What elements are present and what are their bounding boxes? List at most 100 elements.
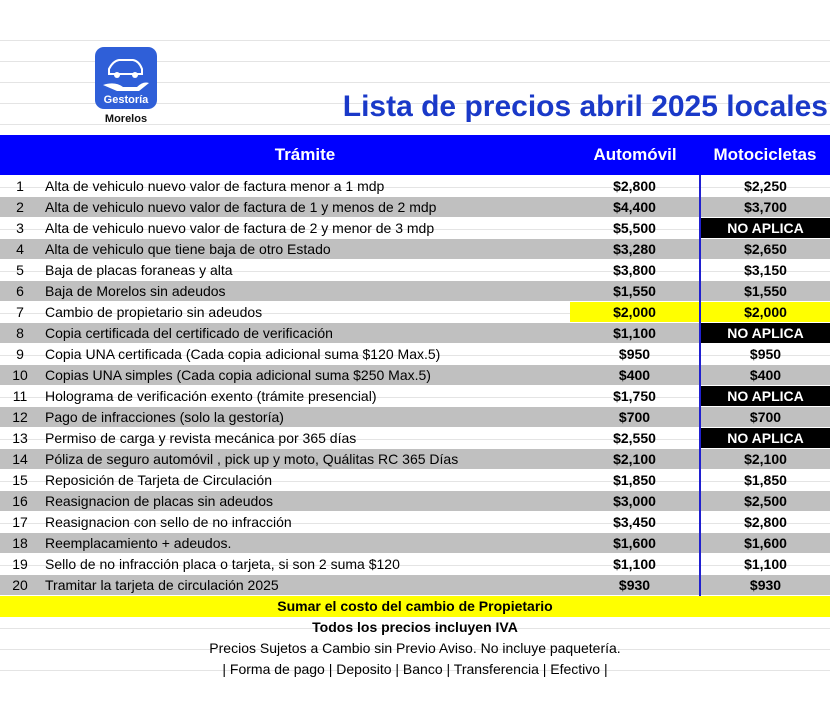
header-cell [0, 135, 40, 176]
row: 1 Alta de vehiculo nuevo valor de factura… [0, 175, 830, 197]
row-number: 13 [0, 427, 40, 449]
footer-line: Precios Sujetos a Cambio sin Previo Avis… [209, 640, 621, 656]
auto-price: $3,280 [570, 238, 700, 260]
row: 15 Reposición de Tarjeta de Circulación $1… [0, 469, 830, 491]
auto-price: $700 [570, 406, 700, 428]
auto-price: $3,800 [570, 259, 700, 281]
row: 8 Copia certificada del certificado de ve… [0, 322, 830, 344]
tramite: Cambio de propietario sin adeudos [40, 301, 570, 323]
title: Lista de precios abril 2025 locales [342, 90, 828, 123]
row: 12 Pago de infracciones (solo la gestoría… [0, 406, 830, 428]
row-number: 20 [0, 574, 40, 596]
auto-price: $1,600 [570, 532, 700, 554]
header-cell: Trámite [40, 135, 570, 176]
moto-price: NO APLICA [699, 427, 830, 449]
logo-name: Gestoría [104, 94, 150, 106]
row-number: 19 [0, 553, 40, 575]
header-cell: Motocicletas [700, 135, 830, 176]
row: 20 Tramitar la tarjeta de circulación 202… [0, 574, 830, 596]
moto-price: $950 [699, 343, 830, 365]
price-table: Trámite Automóvil Motocicletas 1 Alta de … [0, 135, 830, 596]
row-number: 1 [0, 175, 40, 197]
moto-price: $1,550 [699, 280, 830, 302]
row: 19 Sello de no infracción placa o tarjeta… [0, 553, 830, 575]
row: 10 Copias UNA simples (Cada copia adicion… [0, 364, 830, 386]
tramite: Reposición de Tarjeta de Circulación [40, 469, 570, 491]
auto-price: $2,550 [570, 427, 700, 449]
auto-price: $2,000 [570, 301, 700, 323]
tramite: Baja de placas foraneas y alta [40, 259, 570, 281]
footer: Sumar el costo del cambio de Propietario… [0, 596, 830, 680]
moto-price: $2,100 [699, 448, 830, 470]
auto-price: $2,100 [570, 448, 700, 470]
row: 11 Holograma de verificación exento (trám… [0, 385, 830, 407]
moto-price: $1,100 [699, 553, 830, 575]
row-number: 6 [0, 280, 40, 302]
tramite: Alta de vehiculo que tiene baja de otro … [40, 238, 570, 260]
row: 3 Alta de vehiculo nuevo valor de factura… [0, 217, 830, 239]
auto-price: $3,000 [570, 490, 700, 512]
tramite: Holograma de verificación exento (trámit… [40, 385, 570, 407]
tramite: Reasignacion con sello de no infracción [40, 511, 570, 533]
footer-line: | Forma de pago | Deposito | Banco | Tra… [222, 661, 608, 677]
row-number: 14 [0, 448, 40, 470]
row: 4 Alta de vehiculo que tiene baja de otro… [0, 238, 830, 260]
logo: Gestoría Morelos [95, 47, 157, 125]
moto-price: $3,700 [699, 196, 830, 218]
tramite: Copia UNA certificada (Cada copia adicio… [40, 343, 570, 365]
tramite: Copias UNA simples (Cada copia adicional… [40, 364, 570, 386]
auto-price: $4,400 [570, 196, 700, 218]
row-number: 17 [0, 511, 40, 533]
row: 6 Baja de Morelos sin adeudos $1,550 $1,550 [0, 280, 830, 302]
auto-price: $400 [570, 364, 700, 386]
row: 5 Baja de placas foraneas y alta $3,800 $3,… [0, 259, 830, 281]
row-number: 10 [0, 364, 40, 386]
tramite: Copia certificada del certificado de ver… [40, 322, 570, 344]
tramite: Tramitar la tarjeta de circulación 2025 [40, 574, 570, 596]
moto-price: $3,150 [699, 259, 830, 281]
moto-price: $1,600 [699, 532, 830, 554]
row: 16 Reasignacion de placas sin adeudos $3,0… [0, 490, 830, 512]
tramite: Permiso de carga y revista mecánica por … [40, 427, 570, 449]
tramite: Alta de vehiculo nuevo valor de factura … [40, 175, 570, 197]
moto-price: NO APLICA [699, 217, 830, 239]
row-number: 7 [0, 301, 40, 323]
row: 13 Permiso de carga y revista mecánica po… [0, 427, 830, 449]
auto-price: $950 [570, 343, 700, 365]
header-cell: Automóvil [570, 135, 700, 176]
auto-price: $1,100 [570, 322, 700, 344]
moto-price: $930 [699, 574, 830, 596]
row-number: 9 [0, 343, 40, 365]
moto-price: $2,650 [699, 238, 830, 260]
auto-price: $1,850 [570, 469, 700, 491]
auto-price: $3,450 [570, 511, 700, 533]
row-number: 18 [0, 532, 40, 554]
moto-price: $2,000 [699, 301, 830, 323]
tramite: Baja de Morelos sin adeudos [40, 280, 570, 302]
tramite: Alta de vehiculo nuevo valor de factura … [40, 217, 570, 239]
moto-price: NO APLICA [699, 385, 830, 407]
tramite: Reemplacamiento + adeudos. [40, 532, 570, 554]
moto-price: $400 [699, 364, 830, 386]
moto-price: $2,500 [699, 490, 830, 512]
tramite: Sello de no infracción placa o tarjeta, … [40, 553, 570, 575]
footer-line: Todos los precios incluyen IVA [312, 619, 518, 635]
row: 14 Póliza de seguro automóvil , pick up y… [0, 448, 830, 470]
moto-price: NO APLICA [699, 322, 830, 344]
row: 7 Cambio de propietario sin adeudos $2,000… [0, 301, 830, 323]
row-number: 12 [0, 406, 40, 428]
row: 2 Alta de vehiculo nuevo valor de factura… [0, 196, 830, 218]
tramite: Alta de vehiculo nuevo valor de factura … [40, 196, 570, 218]
auto-price: $2,800 [570, 175, 700, 197]
row-number: 11 [0, 385, 40, 407]
row-number: 16 [0, 490, 40, 512]
moto-price: $1,850 [699, 469, 830, 491]
auto-price: $1,550 [570, 280, 700, 302]
row-number: 8 [0, 322, 40, 344]
header-row: Trámite Automóvil Motocicletas [0, 135, 830, 176]
row-number: 4 [0, 238, 40, 260]
moto-price: $700 [699, 406, 830, 428]
tramite: Pago de infracciones (solo la gestoría) [40, 406, 570, 428]
tramite: Póliza de seguro automóvil , pick up y m… [40, 448, 570, 470]
logo-city: Morelos [105, 113, 147, 125]
